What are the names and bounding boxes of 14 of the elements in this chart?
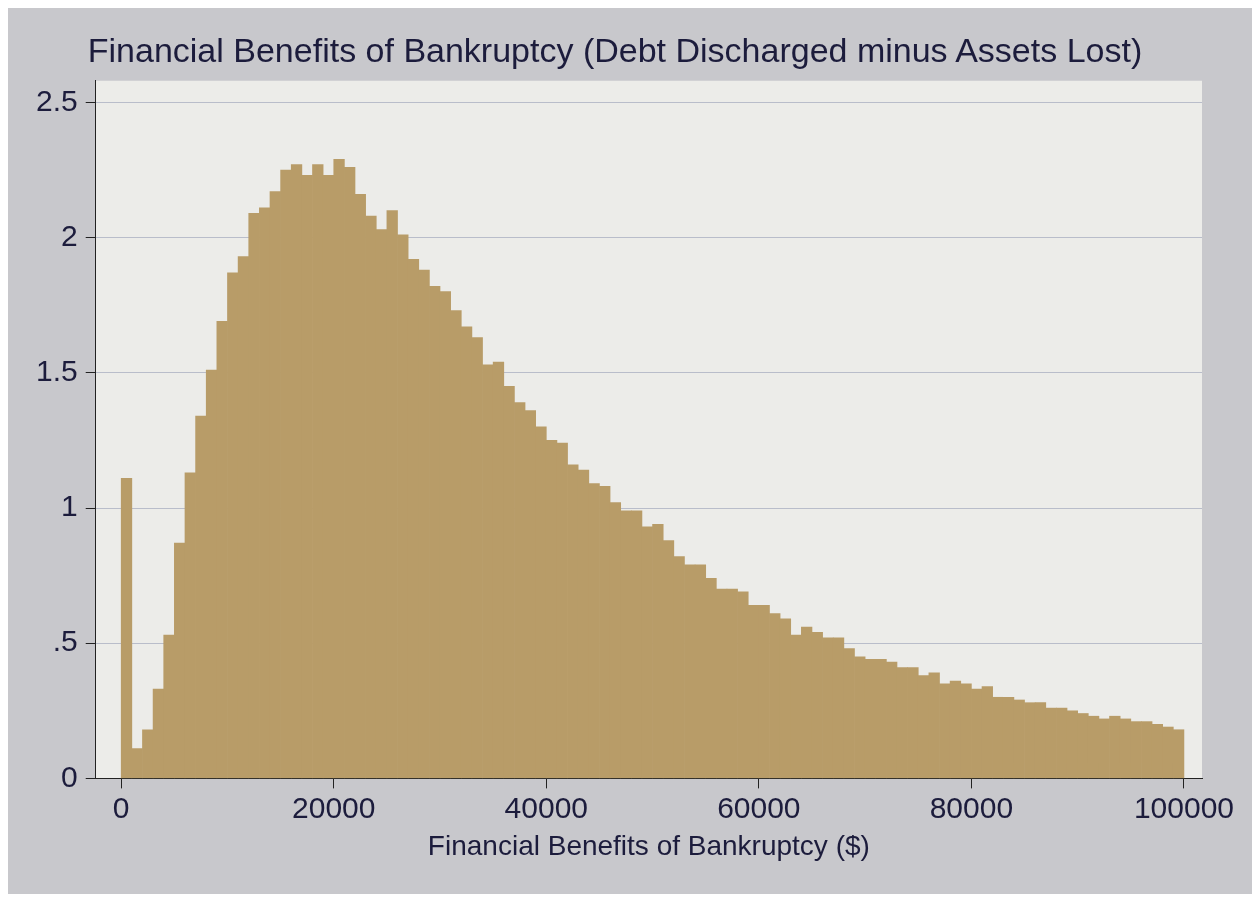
x-tick-label: 40000 bbox=[504, 790, 589, 824]
y-tick-label: 2.5 bbox=[35, 83, 78, 117]
y-tick-label: 2 bbox=[61, 218, 78, 252]
y-tick-label: 1 bbox=[61, 489, 78, 523]
x-axis-title: Financial Benefits of Bankruptcy ($) bbox=[427, 829, 870, 861]
x-tick-label: 100000 bbox=[1133, 790, 1234, 824]
y-tick-label: 1.5 bbox=[35, 354, 78, 388]
x-tick-label: 60000 bbox=[717, 790, 801, 824]
y-tick-label: .5 bbox=[52, 624, 78, 658]
x-tick-label: 80000 bbox=[929, 790, 1014, 824]
chart-title: Financial Benefits of Bankruptcy (Debt Discharged minus Assets Lost) bbox=[87, 30, 1143, 69]
x-tick-label: 0 bbox=[112, 790, 130, 824]
x-tick-label: 20000 bbox=[292, 790, 376, 824]
y-tick-label: 0 bbox=[61, 759, 78, 793]
